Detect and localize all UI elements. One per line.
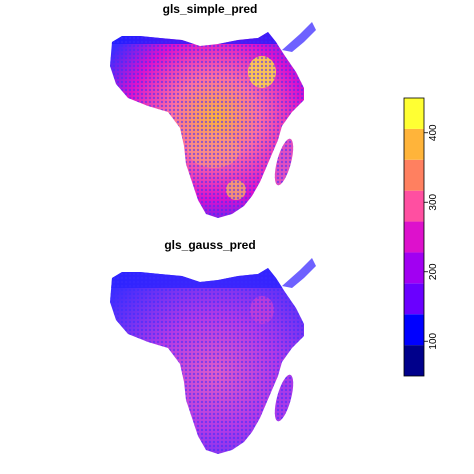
legend-color-bin [404,252,424,284]
legend-color-bin [404,128,424,160]
legend-color-bin [404,283,424,315]
legend-color-bin [404,221,424,253]
legend-tick-label: 100 [428,332,439,349]
legend-tick-label: 400 [428,124,439,141]
legend-color-bin [404,190,424,222]
panel-title-gls-simple-pred: gls_simple_pred [162,2,258,16]
legend-color-bin [404,98,424,129]
legend-tick-label: 300 [428,193,439,210]
color-legend: 100 200 300 400 [403,97,439,377]
panel-title-gls-gauss-pred: gls_gauss_pred [164,238,256,252]
legend-color-bin [404,159,424,191]
legend-color-bin [404,345,424,376]
map-gls-gauss-pred [110,258,316,454]
legend-tick-label: 200 [428,263,439,280]
legend-color-bin [404,314,424,346]
legend-frame [403,97,425,377]
map-gls-simple-pred [110,22,316,218]
